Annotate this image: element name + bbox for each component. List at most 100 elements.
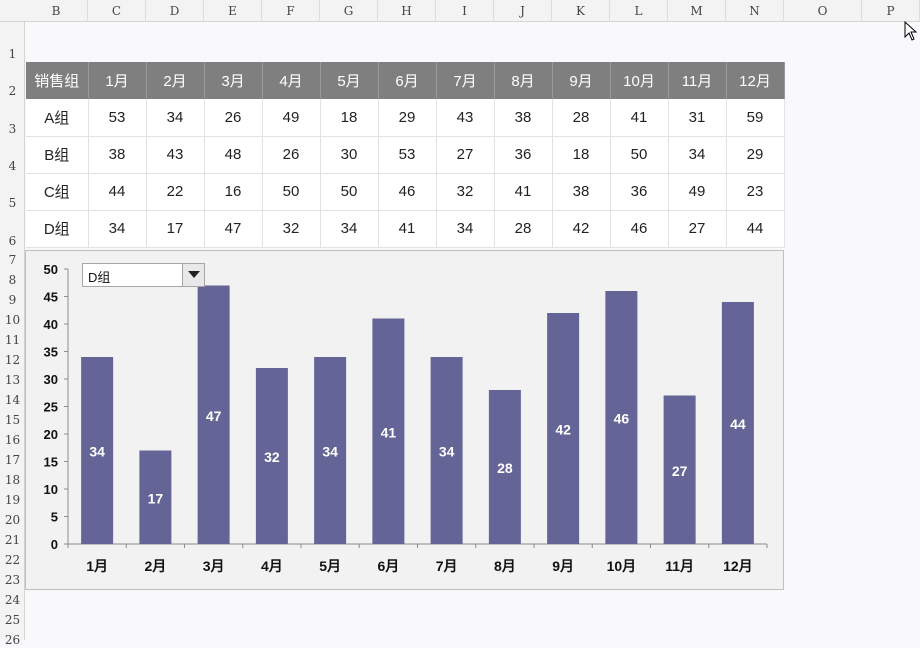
value-cell[interactable]: 34: [320, 210, 379, 248]
row-header[interactable]: 25: [4, 613, 21, 627]
header-cell-month[interactable]: 5月: [320, 62, 379, 99]
value-cell[interactable]: 27: [436, 136, 495, 174]
row-header[interactable]: 11: [4, 333, 21, 347]
column-header[interactable]: P: [862, 0, 920, 22]
value-cell[interactable]: 50: [610, 136, 669, 174]
row-header[interactable]: 24: [4, 593, 21, 607]
column-header[interactable]: N: [726, 0, 784, 22]
value-cell[interactable]: 41: [610, 99, 669, 137]
header-cell-month[interactable]: 7月: [436, 62, 495, 99]
bar[interactable]: [605, 291, 638, 544]
value-cell[interactable]: 32: [436, 173, 495, 211]
header-cell-group[interactable]: 销售组: [26, 62, 89, 99]
value-cell[interactable]: 38: [494, 99, 553, 137]
value-cell[interactable]: 18: [320, 99, 379, 137]
bar[interactable]: [139, 450, 172, 545]
bar[interactable]: [663, 395, 696, 545]
value-cell[interactable]: 53: [378, 136, 437, 174]
value-cell[interactable]: 31: [668, 99, 727, 137]
bar[interactable]: [255, 368, 288, 544]
header-cell-month[interactable]: 8月: [494, 62, 553, 99]
value-cell[interactable]: 16: [204, 173, 263, 211]
value-cell[interactable]: 59: [726, 99, 785, 137]
value-cell[interactable]: 41: [494, 173, 553, 211]
group-select-dropdown[interactable]: D组: [82, 263, 205, 287]
row-header[interactable]: 9: [8, 293, 17, 307]
value-cell[interactable]: 36: [494, 136, 553, 174]
value-cell[interactable]: 49: [668, 173, 727, 211]
value-cell[interactable]: 38: [552, 173, 611, 211]
value-cell[interactable]: 41: [378, 210, 437, 248]
row-header[interactable]: 2: [8, 84, 17, 98]
column-header[interactable]: I: [436, 0, 494, 22]
row-header[interactable]: 1: [8, 47, 17, 61]
value-cell[interactable]: 44: [726, 210, 785, 248]
column-header[interactable]: C: [88, 0, 146, 22]
value-cell[interactable]: 28: [552, 99, 611, 137]
row-header[interactable]: 12: [4, 353, 21, 367]
bar[interactable]: [547, 313, 580, 544]
header-cell-month[interactable]: 6月: [378, 62, 437, 99]
row-header[interactable]: 3: [8, 122, 17, 136]
bar[interactable]: [488, 390, 521, 544]
value-cell[interactable]: 34: [436, 210, 495, 248]
row-header[interactable]: 15: [4, 413, 21, 427]
value-cell[interactable]: 18: [552, 136, 611, 174]
column-header[interactable]: F: [262, 0, 320, 22]
value-cell[interactable]: 23: [726, 173, 785, 211]
row-header[interactable]: 5: [8, 196, 17, 210]
row-header[interactable]: 16: [4, 433, 21, 447]
value-cell[interactable]: 27: [668, 210, 727, 248]
row-header[interactable]: 14: [4, 393, 21, 407]
value-cell[interactable]: 50: [262, 173, 321, 211]
value-cell[interactable]: 49: [262, 99, 321, 137]
header-cell-month[interactable]: 11月: [668, 62, 727, 99]
value-cell[interactable]: 32: [262, 210, 321, 248]
value-cell[interactable]: 30: [320, 136, 379, 174]
group-name-cell[interactable]: C组: [26, 173, 89, 211]
value-cell[interactable]: 26: [262, 136, 321, 174]
value-cell[interactable]: 38: [88, 136, 147, 174]
header-cell-month[interactable]: 4月: [262, 62, 321, 99]
group-name-cell[interactable]: B组: [26, 136, 89, 174]
dropdown-arrow-button[interactable]: [182, 264, 204, 286]
column-header[interactable]: H: [378, 0, 436, 22]
value-cell[interactable]: 50: [320, 173, 379, 211]
chart-area[interactable]: 0 5 10 15 20 25 30 35 40 45 50 34 1月 17 2月 47 3月 32 4月 34 5月…: [25, 250, 784, 590]
value-cell[interactable]: 34: [146, 99, 205, 137]
column-header[interactable]: E: [204, 0, 262, 22]
bar[interactable]: [197, 285, 230, 545]
value-cell[interactable]: 29: [726, 136, 785, 174]
row-header[interactable]: 8: [8, 273, 17, 287]
value-cell[interactable]: 17: [146, 210, 205, 248]
row-header[interactable]: 10: [4, 313, 21, 327]
value-cell[interactable]: 36: [610, 173, 669, 211]
column-header[interactable]: K: [552, 0, 610, 22]
value-cell[interactable]: 43: [436, 99, 495, 137]
row-header[interactable]: 13: [4, 373, 21, 387]
row-header[interactable]: 21: [4, 533, 21, 547]
group-name-cell[interactable]: A组: [26, 99, 89, 137]
bar[interactable]: [372, 318, 405, 545]
row-header[interactable]: 19: [4, 493, 21, 507]
row-header[interactable]: 22: [4, 553, 21, 567]
bar[interactable]: [430, 357, 463, 544]
column-header[interactable]: L: [610, 0, 668, 22]
header-cell-month[interactable]: 3月: [204, 62, 263, 99]
value-cell[interactable]: 34: [668, 136, 727, 174]
column-header[interactable]: G: [320, 0, 378, 22]
column-header[interactable]: D: [146, 0, 204, 22]
header-cell-month[interactable]: 12月: [726, 62, 785, 99]
column-header[interactable]: M: [668, 0, 726, 22]
value-cell[interactable]: 43: [146, 136, 205, 174]
value-cell[interactable]: 28: [494, 210, 553, 248]
column-header[interactable]: J: [494, 0, 552, 22]
row-header[interactable]: 26: [4, 633, 21, 647]
header-cell-month[interactable]: 2月: [146, 62, 205, 99]
column-header[interactable]: O: [784, 0, 862, 22]
row-header[interactable]: 6: [8, 234, 17, 248]
value-cell[interactable]: 46: [610, 210, 669, 248]
row-header[interactable]: 4: [8, 159, 17, 173]
value-cell[interactable]: 53: [88, 99, 147, 137]
bar[interactable]: [81, 357, 114, 544]
